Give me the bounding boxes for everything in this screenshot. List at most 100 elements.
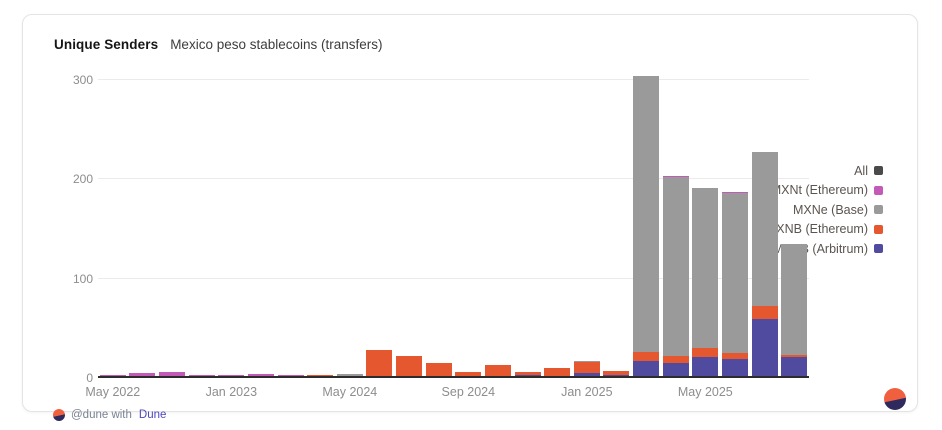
- bar-segment: [721, 359, 748, 376]
- x-tick-label: Jan 2025: [561, 385, 613, 399]
- x-tick-label: May 2022: [85, 385, 141, 399]
- bar-segment: [781, 355, 808, 358]
- chart-bar: [454, 372, 484, 376]
- y-axis: 0 100 200 300: [23, 73, 93, 385]
- x-tick-label: Sep 2024: [441, 385, 496, 399]
- bar-segment: [721, 192, 748, 194]
- bar-segment: [721, 193, 748, 354]
- chart-bar: [98, 375, 128, 376]
- legend-item[interactable]: MXNe (Base): [766, 200, 883, 220]
- plot-area: [98, 76, 809, 378]
- bar-segment: [484, 365, 511, 376]
- chart-bar: [483, 365, 513, 376]
- chart-bar: [779, 243, 809, 376]
- legend-label: MXNB (Ethereum): [765, 222, 868, 237]
- dune-link[interactable]: Dune: [138, 409, 167, 421]
- bar-segment: [99, 375, 126, 376]
- bar-segment: [455, 372, 482, 376]
- page-title: Unique Senders: [54, 37, 159, 52]
- legend-item[interactable]: MXNB (Ethereum): [766, 220, 883, 240]
- bar-segment: [662, 176, 689, 178]
- chart-header: Unique Senders Mexico peso stablecoins (…: [54, 37, 383, 52]
- bar-segment: [751, 151, 778, 307]
- bar-segment: [573, 373, 600, 376]
- chart-card: Unique Senders Mexico peso stablecoins (…: [22, 14, 918, 421]
- bar-segment: [692, 357, 719, 376]
- x-tick-label: Jan 2023: [205, 385, 258, 399]
- bar-segment: [633, 76, 660, 353]
- legend-item[interactable]: MXNt (Ethereum): [766, 181, 883, 201]
- zero-axis-line: [98, 376, 809, 378]
- bar-segment: [692, 348, 719, 358]
- bar-segment: [573, 361, 600, 363]
- legend-item[interactable]: All: [766, 161, 883, 181]
- legend-label: All: [854, 163, 868, 178]
- bar-segment: [307, 375, 334, 376]
- chart-bar: [217, 375, 247, 376]
- chart-bar: [276, 375, 306, 376]
- chart-bar: [750, 151, 780, 376]
- chart-bar: [720, 192, 750, 376]
- chart-bar: [424, 363, 454, 376]
- bar-segment: [662, 356, 689, 364]
- legend-label: MXNe (Base): [792, 202, 868, 217]
- bar-segment: [751, 306, 778, 320]
- bar-segment: [396, 356, 423, 376]
- bar-segment: [425, 363, 452, 376]
- dune-logo-badge[interactable]: [884, 388, 906, 410]
- chart-bar: [513, 372, 543, 376]
- bar-segment: [544, 368, 571, 376]
- bar-segment: [633, 361, 660, 376]
- legend-swatch: [874, 205, 883, 215]
- bar-segment: [247, 374, 274, 376]
- y-tick-label: 0: [86, 371, 93, 385]
- bar-segment: [721, 353, 748, 360]
- bar-segment: [366, 350, 393, 376]
- x-tick-label: May 2025: [677, 385, 733, 399]
- chart-bar: [128, 373, 158, 376]
- chart-bar: [305, 375, 335, 376]
- bar-segment: [603, 371, 630, 376]
- chart-bar: [246, 374, 276, 376]
- legend-label: MXNt (Ethereum): [770, 183, 868, 198]
- bar-segment: [692, 188, 719, 349]
- chart-bar: [365, 350, 395, 376]
- x-axis: May 2022 Jan 2023 May 2024 Sep 2024 Jan 2025…: [85, 385, 809, 403]
- bar-segment: [633, 352, 660, 362]
- bar-segment: [514, 372, 541, 376]
- attribution-text: @dune with: [71, 409, 132, 421]
- bar-segment: [218, 375, 245, 376]
- bar-segment: [662, 363, 689, 376]
- gridline: [98, 178, 809, 180]
- bar-segment: [188, 375, 215, 376]
- y-tick-label: 300: [72, 73, 93, 87]
- chart-bar: [187, 375, 217, 376]
- bar-segment: [336, 374, 363, 376]
- chart-bar: [661, 176, 691, 376]
- chart-bar: [542, 368, 572, 376]
- bar-segment: [129, 373, 156, 376]
- legend-swatch: [874, 185, 883, 195]
- footer-attribution: @dune with Dune: [53, 409, 166, 421]
- bar-segment: [159, 372, 186, 376]
- chart-bar: [572, 361, 602, 376]
- y-tick-label: 100: [72, 271, 93, 286]
- chart-bar: [691, 188, 721, 376]
- legend-swatch: [874, 166, 883, 176]
- chart-subtitle: Mexico peso stablecoins (transfers): [170, 37, 383, 52]
- gridline: [98, 79, 809, 80]
- chart-bar: [602, 371, 632, 376]
- legend-swatch: [874, 224, 883, 234]
- gridline: [98, 277, 809, 279]
- legend-swatch: [874, 244, 883, 254]
- bar-segment: [662, 177, 689, 357]
- bar-segment: [781, 243, 808, 356]
- chart-bar: [631, 76, 661, 376]
- dune-logo-icon: [53, 409, 65, 421]
- bar-segment: [277, 375, 304, 376]
- chart-bar: [335, 374, 365, 376]
- y-tick-label: 200: [72, 172, 93, 187]
- bar-segment: [603, 375, 630, 376]
- bar-segment: [514, 375, 541, 376]
